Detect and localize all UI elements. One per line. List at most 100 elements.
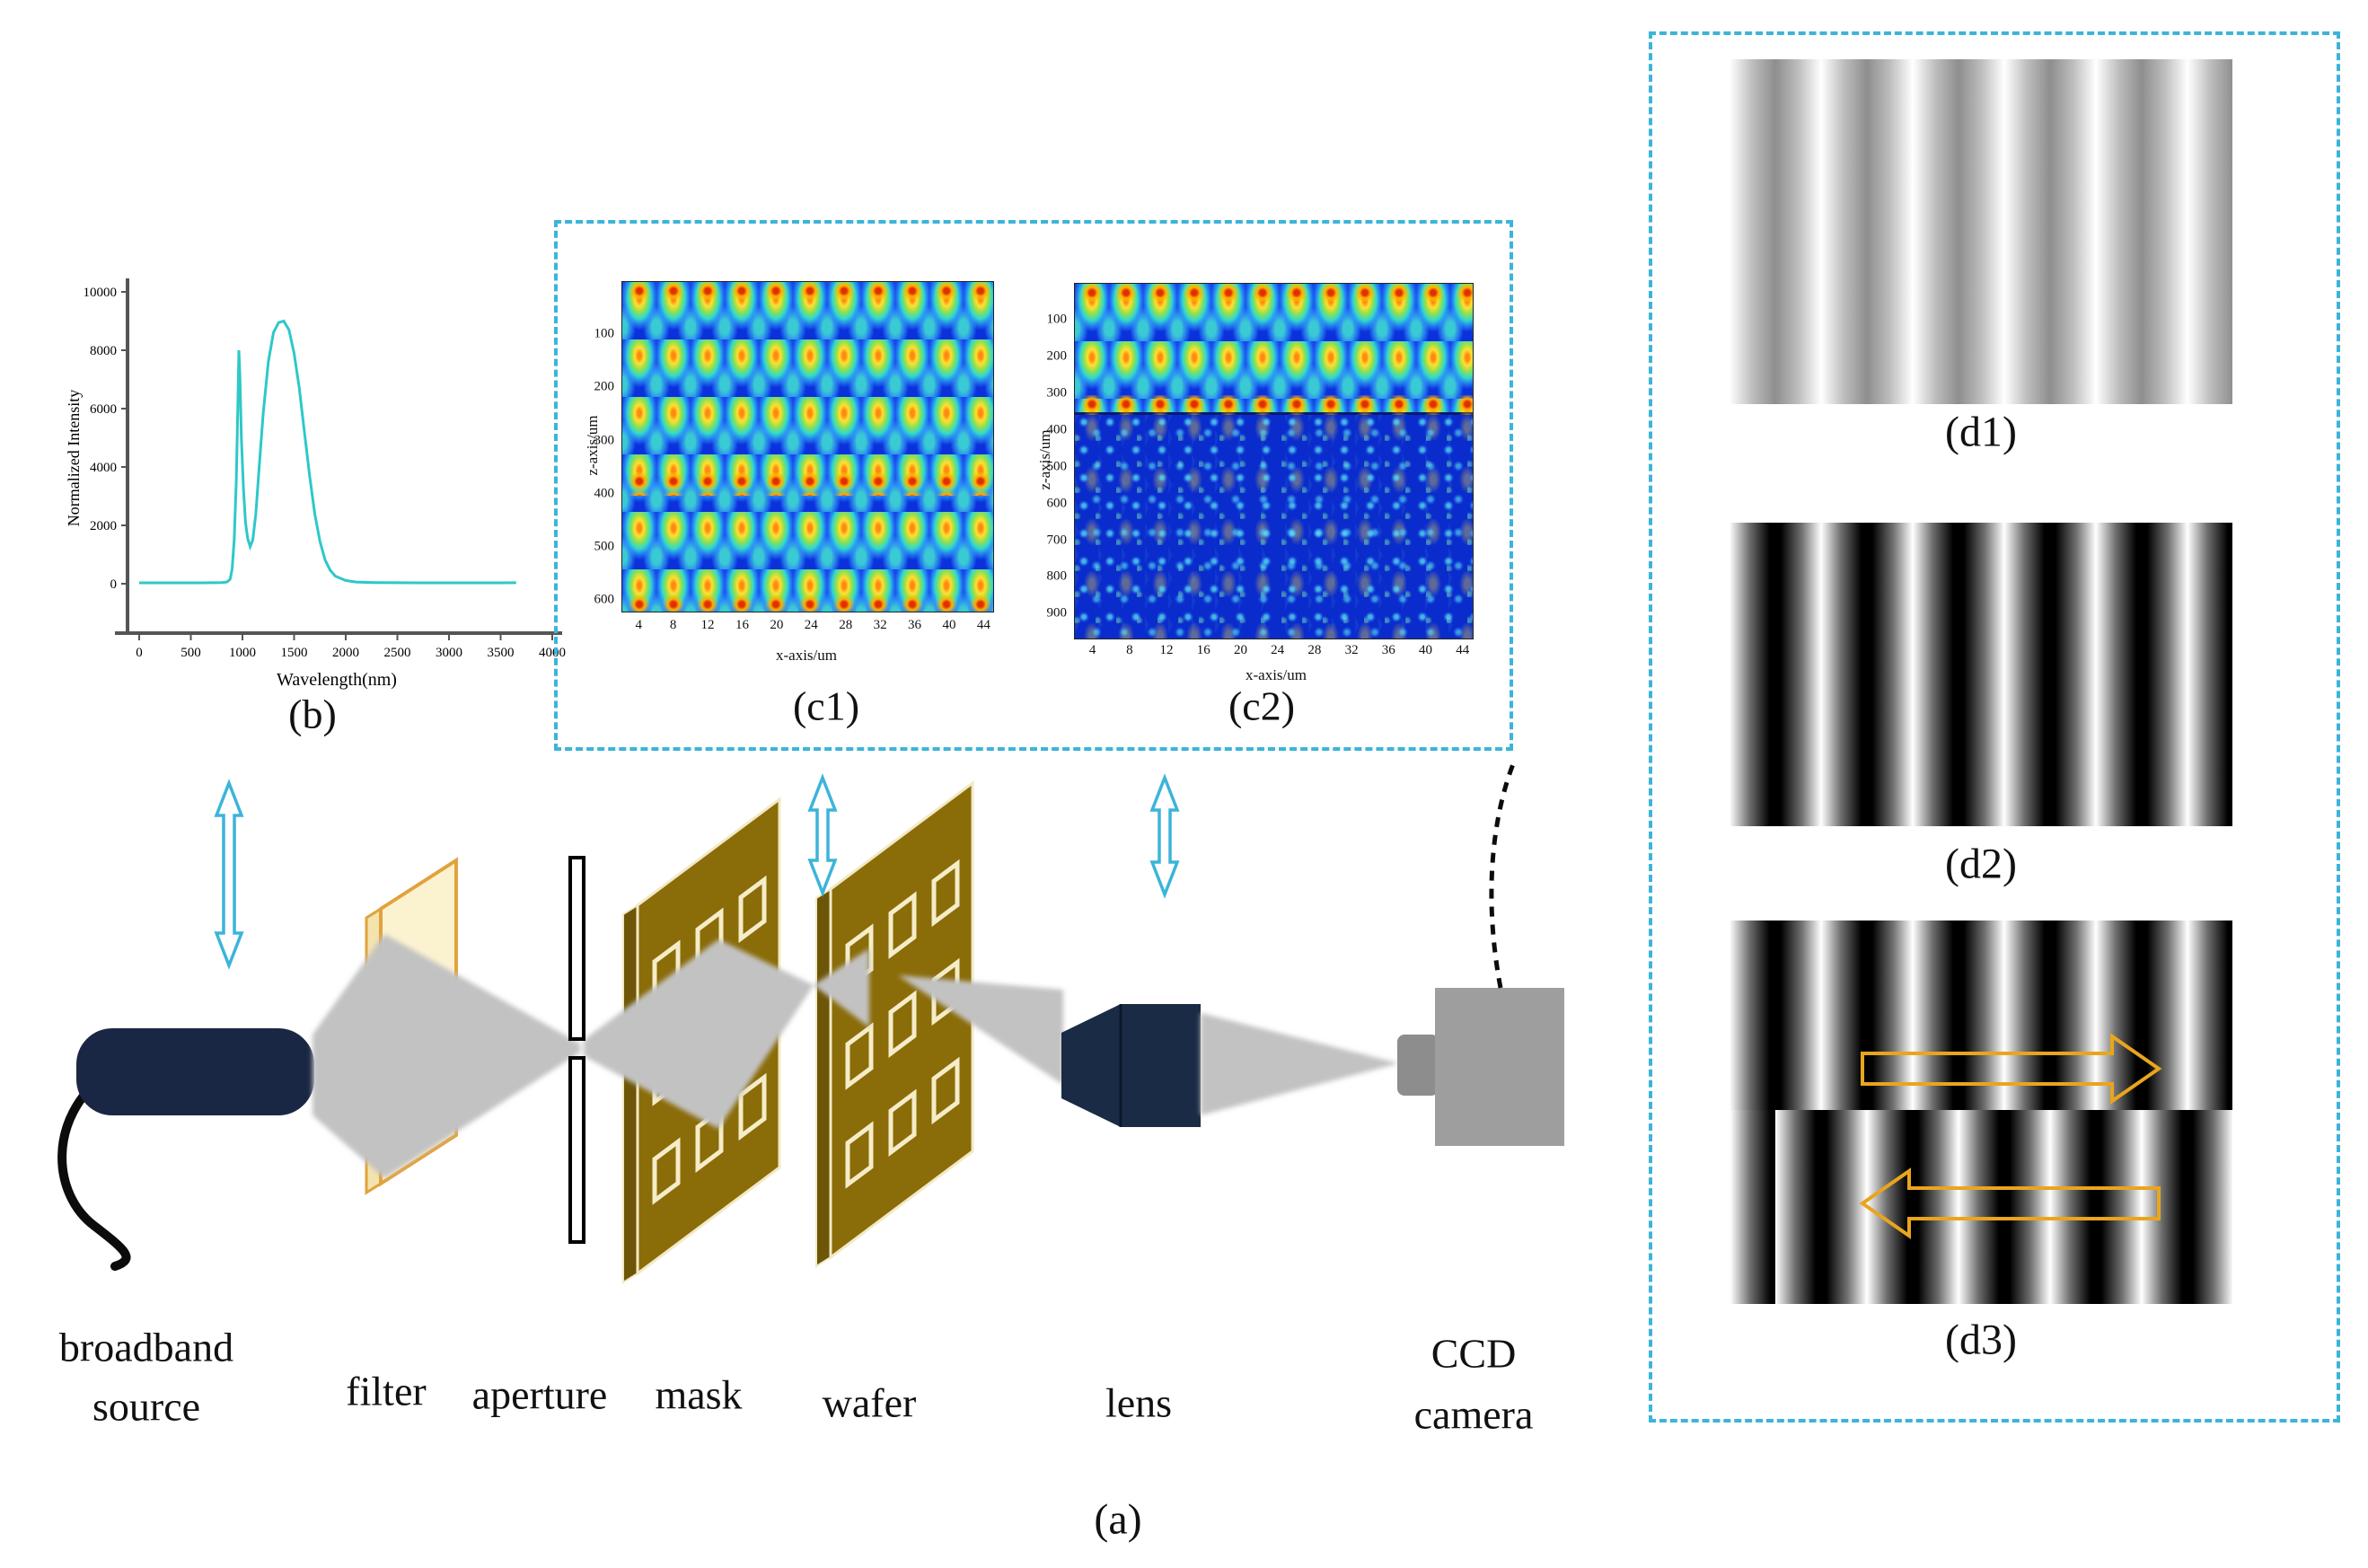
tick-label: 500 (1046, 459, 1068, 474)
wafer-plate (815, 780, 974, 1268)
tick-label: 900 (1046, 605, 1068, 621)
ccd-camera (1397, 988, 1564, 1146)
tick-label: 16 (1196, 643, 1210, 657)
heatmap-c2-xticks: 4 8 12 16 20 24 28 32 36 40 44 (1074, 643, 1472, 661)
simulation-inset-box (554, 220, 1513, 751)
svg-text:4000: 4000 (539, 646, 566, 660)
panel-label-a: (a) (1094, 1495, 1142, 1544)
double-arrow-icon (214, 779, 244, 970)
panel-label-c2: (c2) (1228, 683, 1296, 729)
tick-label: 16 (735, 618, 749, 632)
heatmap-c1 (621, 281, 994, 612)
tick-label: 4 (635, 618, 642, 632)
heatmap-c2-ylabel: z-axis/um (1036, 429, 1053, 490)
tick-label: 12 (700, 618, 715, 632)
heatmap-c1-hotrow-bottom (622, 595, 993, 612)
tick-label: 100 (594, 326, 615, 341)
heatmap-c1-xticks: 4 8 12 16 20 24 28 32 36 40 44 (621, 618, 992, 636)
double-arrow-icon (807, 773, 838, 897)
heatmap-c1-yticks: 100 200 300 400 500 600 (582, 281, 618, 611)
tick-label: 800 (1046, 568, 1068, 584)
correspondence-arrows (214, 773, 1180, 970)
tick-label: 300 (1046, 385, 1068, 401)
svg-text:8000: 8000 (90, 344, 117, 358)
fringe-shift-arrows (1859, 1033, 2162, 1239)
fringe-panel-d3 (1730, 921, 2232, 1304)
heatmap-c1-ylabel: z-axis/um (584, 415, 601, 476)
tick-label: 200 (594, 379, 615, 394)
ccd-signal-cable (1489, 763, 1517, 989)
tick-label: 40 (942, 618, 956, 632)
label-broadband: broadband (58, 1324, 234, 1370)
svg-text:2000: 2000 (332, 646, 359, 660)
tick-label: 8 (1126, 643, 1133, 657)
svg-text:500: 500 (180, 646, 201, 660)
tick-label: 40 (1418, 643, 1432, 657)
double-arrow-icon (1149, 773, 1180, 899)
panel-label-d2: (d2) (1945, 840, 2017, 888)
label-lens: lens (1105, 1379, 1173, 1426)
broadband-source-body (76, 1028, 314, 1115)
tick-label: 28 (1307, 643, 1322, 657)
fringe-d3-top-half (1730, 921, 2232, 1110)
tick-label: 32 (1344, 643, 1359, 657)
svg-text:0: 0 (136, 646, 143, 660)
spectrum-chart: 0 500 1000 1500 2000 2500 3000 3500 4000 0 2000 400… (65, 278, 567, 690)
light-beam (313, 934, 1063, 1178)
optical-bench (57, 763, 1564, 1284)
tick-label: 12 (1159, 643, 1174, 657)
svg-text:1500: 1500 (281, 646, 308, 660)
svg-text:4000: 4000 (90, 461, 117, 475)
axis-ticks: 0 500 1000 1500 2000 2500 3000 3500 4000 0 2000 400… (84, 286, 567, 660)
label-camera: camera (1413, 1391, 1534, 1438)
label-filter: filter (346, 1368, 427, 1414)
tick-label: 8 (669, 618, 677, 632)
fringe-panel-d2 (1730, 523, 2232, 826)
tick-label: 200 (1046, 348, 1068, 364)
tick-label: 400 (1046, 422, 1068, 437)
tick-label: 36 (1381, 643, 1395, 657)
svg-text:2500: 2500 (384, 646, 411, 660)
tick-label: 44 (1456, 643, 1470, 657)
svg-text:2000: 2000 (90, 519, 117, 533)
heatmap-c2 (1074, 283, 1474, 639)
tick-label: 20 (770, 618, 784, 632)
left-arrow-icon (1859, 1167, 2161, 1239)
aperture-slit (568, 856, 585, 1244)
tick-label: 300 (594, 433, 615, 448)
tick-label: 20 (1233, 643, 1247, 657)
tick-label: 32 (873, 618, 887, 632)
tick-label: 700 (1046, 533, 1068, 548)
fringe-d3-bottom-half (1730, 1110, 2232, 1304)
tick-label: 100 (1046, 312, 1068, 327)
tick-label: 600 (594, 592, 615, 607)
source-cable (57, 1070, 131, 1271)
svg-text:6000: 6000 (90, 402, 117, 417)
ccd-output-inset-box (1649, 31, 2340, 1423)
tick-label: 28 (839, 618, 853, 632)
label-mask: mask (655, 1371, 743, 1418)
svg-text:0: 0 (110, 577, 118, 592)
light-beam-to-ccd (1201, 1013, 1399, 1115)
tick-label: 500 (594, 539, 615, 554)
svg-text:3000: 3000 (436, 646, 462, 660)
label-ccd: CCD (1430, 1330, 1517, 1377)
label-wafer: wafer (822, 1379, 917, 1426)
label-source: source (92, 1383, 201, 1430)
label-aperture: aperture (471, 1371, 608, 1418)
panel-label-d1: (d1) (1945, 408, 2017, 456)
spectrum-curve (139, 319, 516, 585)
spectrum-ylabel: Normalized Intensity (65, 390, 83, 526)
tick-label: 44 (976, 618, 990, 632)
heatmap-c1-hotrow-mid (622, 472, 993, 496)
heatmap-c1-hotrow-top (622, 282, 993, 300)
heatmap-c1-xlabel: x-axis/um (776, 647, 837, 664)
heatmap-c2-regular-zone (1075, 284, 1473, 412)
panel-label-c1: (c1) (792, 683, 860, 729)
heatmap-c2-hotrow-mid (1075, 395, 1473, 415)
heatmap-c2-xlabel: x-axis/um (1246, 666, 1307, 683)
tick-label: 600 (1046, 496, 1068, 511)
tick-label: 24 (804, 618, 818, 632)
tick-label: 36 (908, 618, 922, 632)
